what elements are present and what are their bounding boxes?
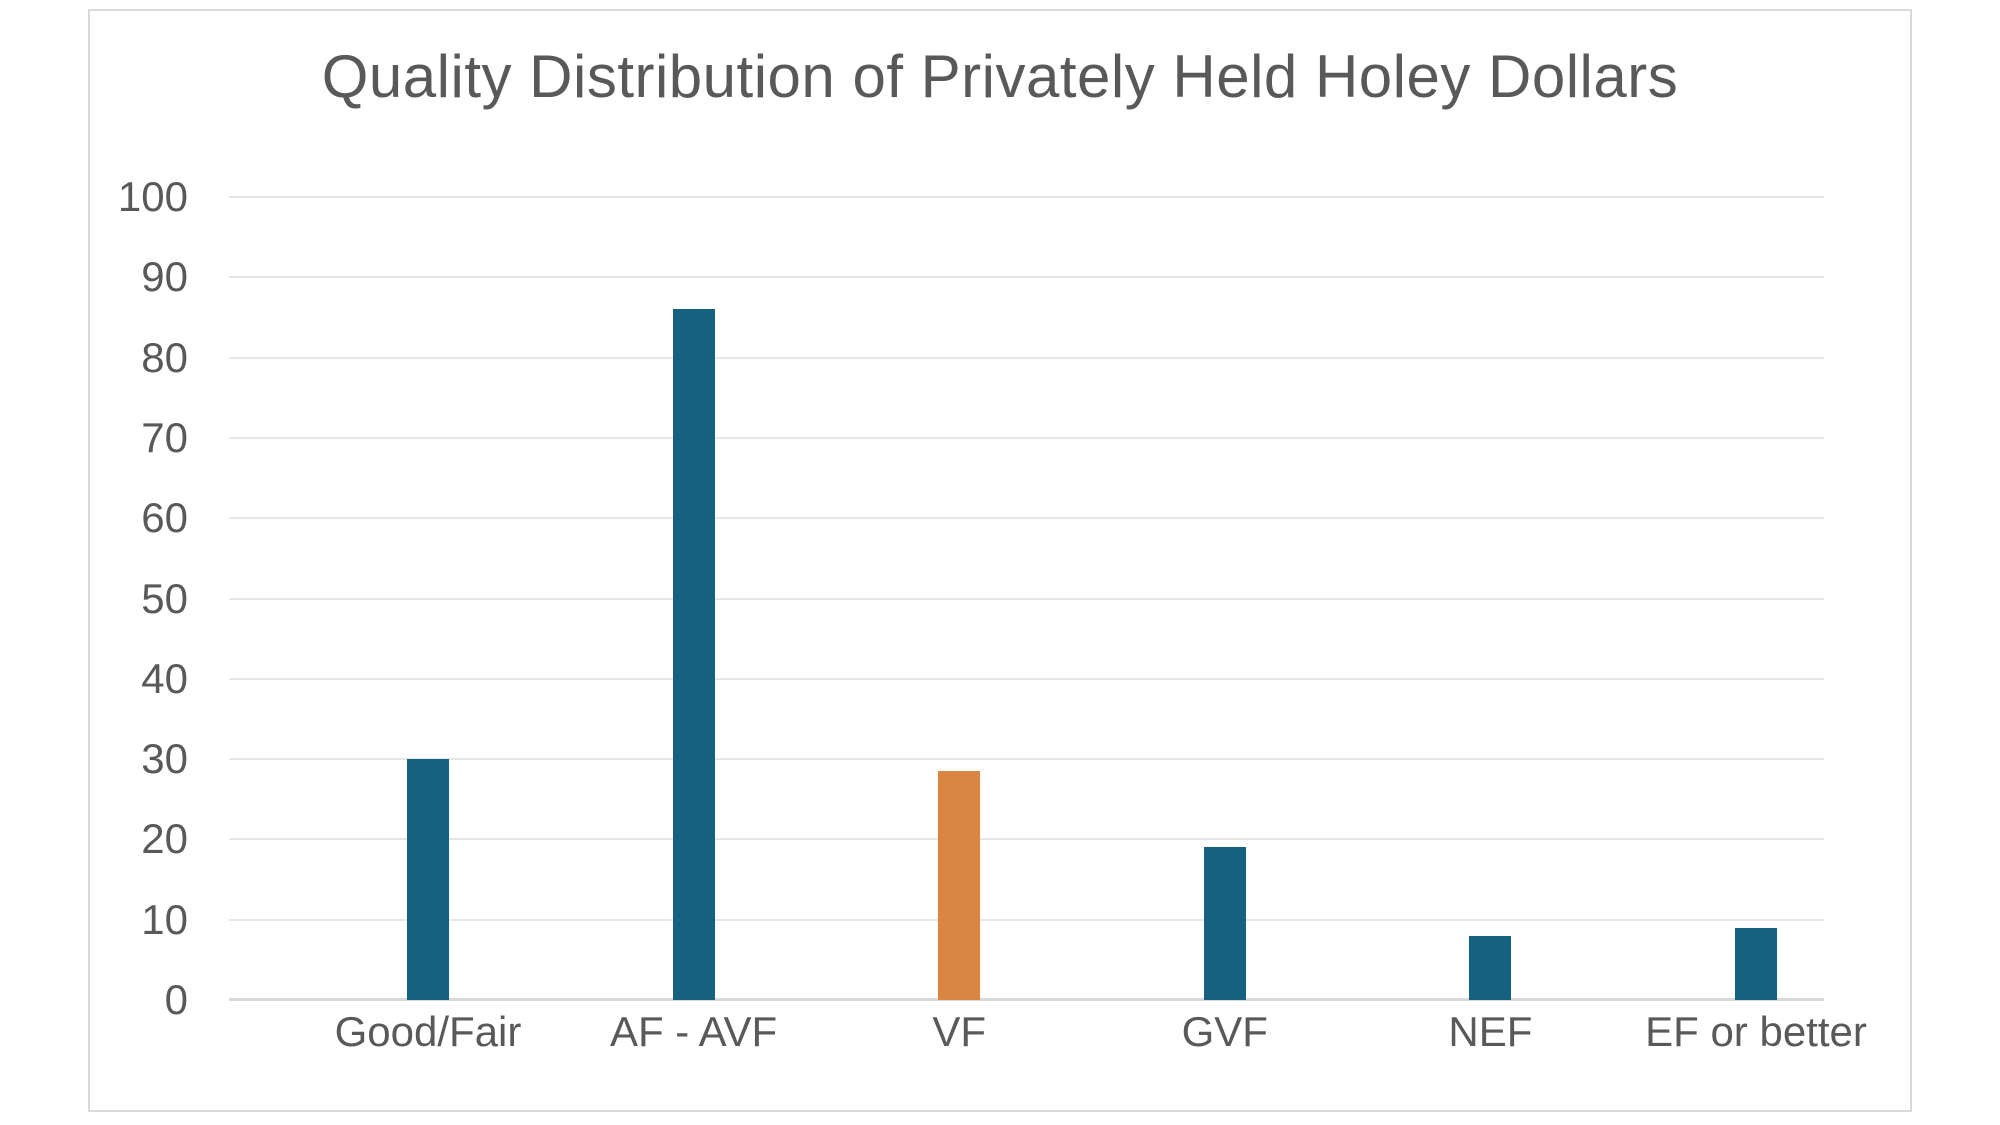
y-tick-label: 90 (141, 253, 188, 301)
gridline (229, 356, 1824, 359)
y-tick-label: 70 (141, 413, 188, 461)
gridline (229, 758, 1824, 761)
chart-title: Quality Distribution of Privately Held H… (321, 43, 1679, 110)
bar (407, 759, 449, 1000)
category-label: GVF (1181, 1008, 1268, 1055)
gridline (229, 436, 1824, 439)
bar (1469, 935, 1512, 1000)
y-tick-label: 0 (164, 976, 188, 1023)
gridline (229, 677, 1824, 680)
y-tick-label: 100 (117, 173, 188, 220)
category-label: AF - AVF (609, 1008, 778, 1055)
y-tick-label: 10 (141, 895, 188, 943)
y-tick-label: 30 (141, 735, 188, 783)
x-axis-line (229, 998, 1824, 1001)
gridline (229, 838, 1824, 841)
category-label: VF (932, 1008, 987, 1055)
bar (938, 771, 981, 1000)
category-label: EF or better (1645, 1008, 1867, 1055)
y-tick-label: 50 (141, 574, 188, 622)
y-tick-label: 60 (141, 494, 188, 542)
bar (672, 309, 715, 1000)
chart-border (88, 9, 1912, 1112)
plot-area (229, 196, 1824, 1001)
category-label: Good/Fair (334, 1008, 522, 1055)
y-tick-label: 80 (141, 333, 188, 381)
y-tick-label: 20 (141, 815, 188, 863)
bar (1203, 847, 1246, 1000)
gridline (229, 517, 1824, 520)
bar (1735, 927, 1777, 1000)
category-label: NEF (1448, 1008, 1533, 1055)
gridline (229, 597, 1824, 600)
gridline (229, 918, 1824, 921)
y-tick-label: 40 (141, 654, 188, 702)
gridline (229, 276, 1824, 279)
gridline (229, 196, 1824, 198)
